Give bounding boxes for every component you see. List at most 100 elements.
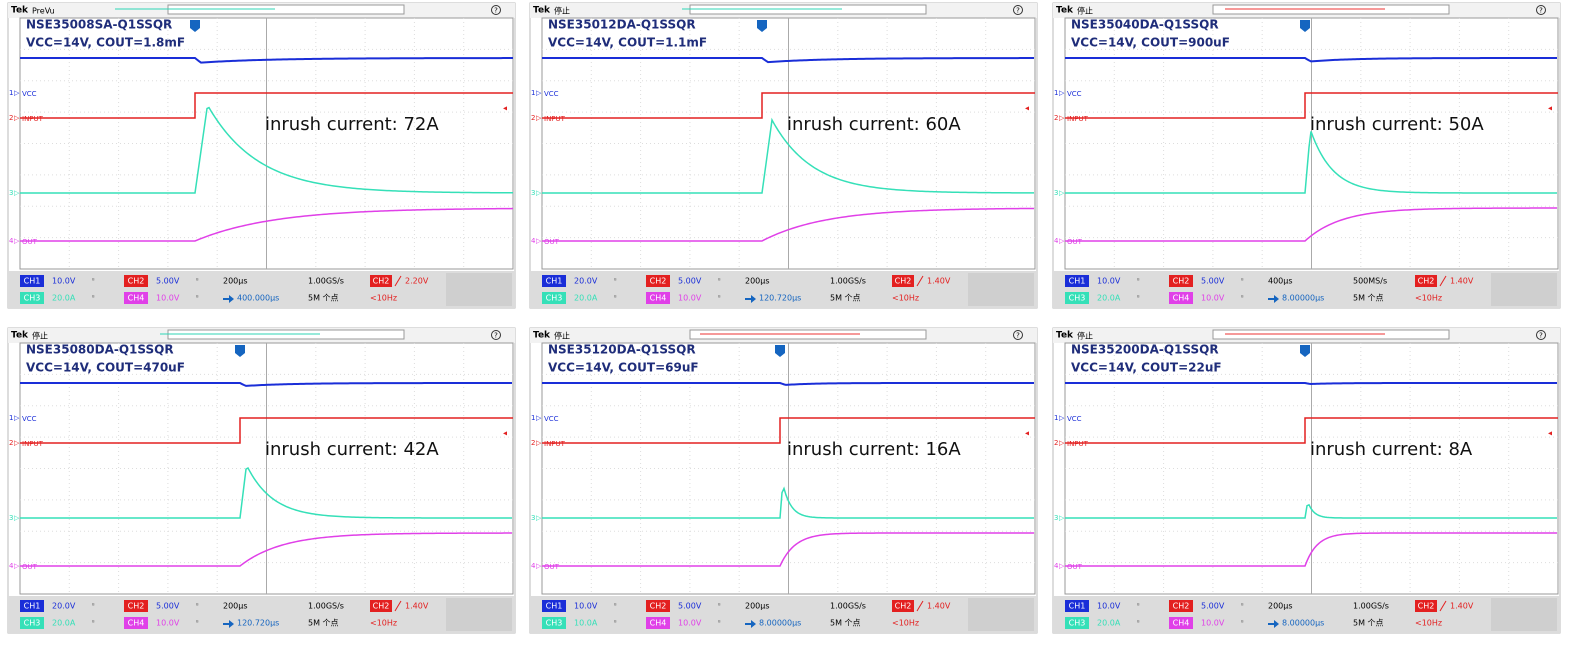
sample-rate: 1.00GS/s xyxy=(1353,602,1389,611)
trigger-source: CH2 xyxy=(895,277,912,286)
channel-scale: 10.0V xyxy=(156,619,180,628)
trace-ch1 xyxy=(542,382,1034,386)
trigger-slope xyxy=(1439,600,1447,612)
help-mark: ? xyxy=(494,7,498,15)
trigger-box xyxy=(370,600,392,612)
channel-box xyxy=(1169,617,1193,629)
status: 停止 xyxy=(554,331,570,341)
trace-label: VCC xyxy=(544,415,559,423)
channel-box xyxy=(1065,292,1089,304)
trace-ch4 xyxy=(20,532,513,567)
channel-arrow: ▷ xyxy=(14,114,20,122)
trigger-marker xyxy=(757,20,767,32)
channel-scale: 10.0V xyxy=(1097,277,1121,286)
trace-label: INPUT xyxy=(1067,440,1089,448)
channel-number: 3 xyxy=(9,514,13,522)
channel-box xyxy=(20,617,44,629)
trace-label: INPUT xyxy=(544,115,566,123)
channel-number: 3 xyxy=(531,189,535,197)
channel-scale: 20.0A xyxy=(1097,294,1121,303)
channel-scale: 5.00V xyxy=(156,277,180,286)
channel-box xyxy=(124,292,148,304)
channel-box xyxy=(20,275,44,287)
channel-scale: 10.0V xyxy=(574,602,598,611)
channel-box xyxy=(1169,275,1193,287)
channel-arrow: ▷ xyxy=(536,189,542,197)
channel-number: 2 xyxy=(9,439,13,447)
bw-icon: ᴮ xyxy=(718,295,721,302)
annotation: inrush current: 8A xyxy=(1310,439,1473,460)
trace-ch3 xyxy=(1065,131,1557,194)
trace-label: OUT xyxy=(22,238,38,246)
channel-name: CH1 xyxy=(546,277,563,286)
status-box xyxy=(446,273,512,306)
help-mark: ? xyxy=(494,332,498,340)
channel-number: 3 xyxy=(531,514,535,522)
trace-ch2 xyxy=(20,92,513,119)
channel-arrow: ▷ xyxy=(14,414,20,422)
trace-ch4 xyxy=(1065,207,1558,242)
channel-number: 1 xyxy=(531,89,535,97)
bw-icon: ᴮ xyxy=(614,295,617,302)
channel-box xyxy=(1169,600,1193,612)
status-bar xyxy=(8,596,515,633)
trace-ch1 xyxy=(1065,382,1557,385)
trigger-level: 1.40V xyxy=(927,277,951,286)
trigger-marker xyxy=(1300,20,1310,32)
channel-name: CH1 xyxy=(546,602,563,611)
sample-rate: 500MS/s xyxy=(1353,277,1387,286)
status-box xyxy=(446,598,512,631)
trace-label: VCC xyxy=(22,90,37,98)
trigger-marker xyxy=(190,20,200,32)
channel-number: 4 xyxy=(9,562,14,570)
channel-scale: 20.0A xyxy=(52,619,76,628)
trigger-level-arrow: ◂ xyxy=(1025,429,1029,438)
bw-icon: ᴮ xyxy=(196,603,199,610)
status: 停止 xyxy=(32,331,48,341)
channel-name: CH2 xyxy=(128,602,145,611)
channel-name: CH1 xyxy=(1069,277,1086,286)
channel-arrow: ▷ xyxy=(1059,114,1065,122)
trace-ch3 xyxy=(542,117,1035,194)
channel-scale: 5.00V xyxy=(678,277,702,286)
trigger-slope xyxy=(916,275,924,287)
annotation: inrush current: 72A xyxy=(265,114,439,135)
brand: Tek xyxy=(1056,6,1074,16)
channel-arrow: ▷ xyxy=(14,237,20,245)
trigger-level-arrow: ◂ xyxy=(503,104,507,113)
channel-number: 1 xyxy=(531,414,535,422)
channel-name: CH3 xyxy=(24,294,41,303)
channel-box xyxy=(1065,275,1089,287)
trigger-level: 1.40V xyxy=(1450,602,1474,611)
subtitle: VCC=14V, COUT=1.1mF xyxy=(548,36,707,50)
channel-number: 1 xyxy=(1054,89,1058,97)
trigger-box xyxy=(1415,275,1437,287)
channel-arrow: ▷ xyxy=(536,89,542,97)
bw-icon: ᴮ xyxy=(1241,603,1244,610)
record-length: 5M 个点 xyxy=(308,294,339,303)
trace-ch3 xyxy=(1065,503,1557,519)
status-bar xyxy=(1053,271,1560,308)
trace-ch2 xyxy=(542,92,1035,119)
annotation: inrush current: 50A xyxy=(1310,114,1484,135)
channel-scale: 5.00V xyxy=(1201,277,1225,286)
channel-number: 4 xyxy=(531,237,536,245)
trace-ch3 xyxy=(20,466,512,519)
trigger-source: CH2 xyxy=(895,602,912,611)
channel-scale: 20.0A xyxy=(574,294,598,303)
title: NSE35040DA-Q1SSQR xyxy=(1071,18,1219,32)
annotation: inrush current: 42A xyxy=(265,439,439,460)
channel-arrow: ▷ xyxy=(1059,562,1065,570)
channel-scale: 10.0V xyxy=(156,294,180,303)
channel-box xyxy=(20,600,44,612)
channel-number: 3 xyxy=(9,189,13,197)
channel-scale: 10.0V xyxy=(678,294,702,303)
bw-icon: ᴮ xyxy=(614,603,617,610)
channel-arrow: ▷ xyxy=(536,237,542,245)
trace-label: OUT xyxy=(544,563,560,571)
trace-label: OUT xyxy=(1067,563,1083,571)
